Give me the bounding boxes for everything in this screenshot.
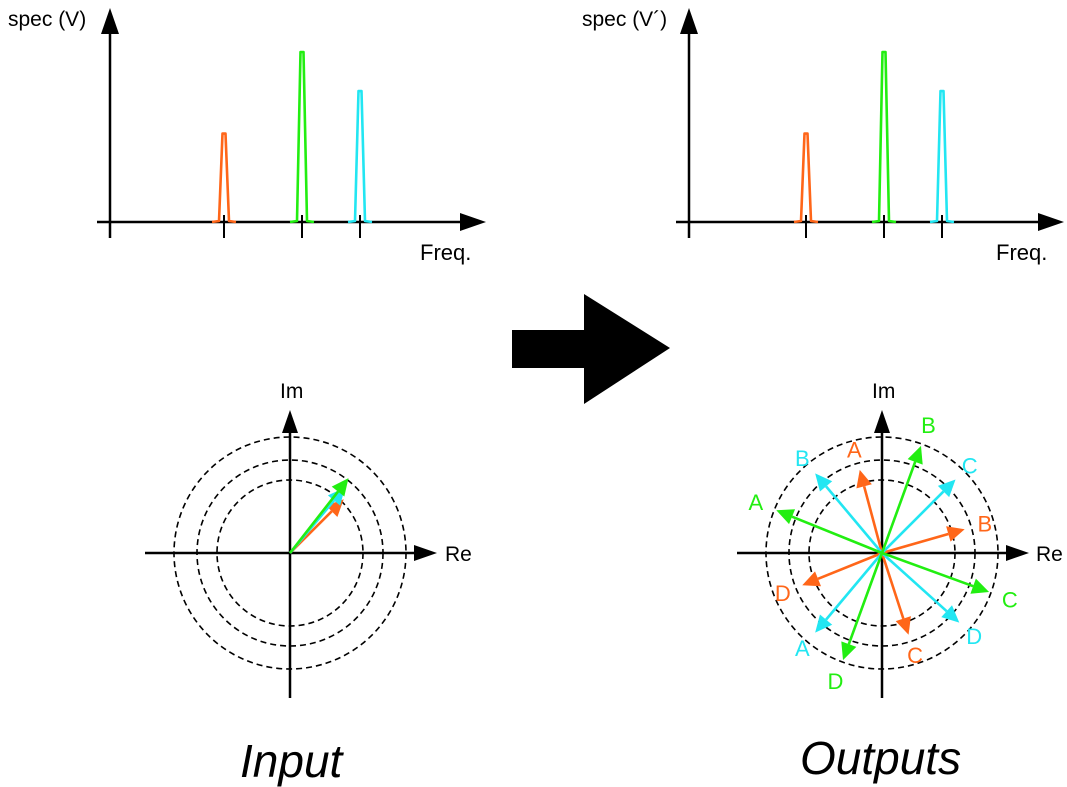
output-vector-orange-a-label: A: [847, 438, 862, 463]
output-vector-orange-c-head: [895, 616, 911, 635]
output-vector-cyan-c-head: [937, 479, 956, 498]
output-vector-green-a-head: [776, 509, 796, 525]
output-vector-cyan-a-head: [815, 614, 833, 633]
input-vector-green-head: [331, 478, 349, 497]
output-im-label: Im: [872, 380, 895, 403]
output-vector-cyan-a-label: A: [795, 636, 810, 661]
output-vector-green-b-head: [907, 445, 923, 465]
output-vector-orange-b-shaft: [881, 532, 949, 555]
output-vector-cyan-c-label: C: [962, 453, 978, 478]
input-vector-green-shaft: [288, 490, 340, 554]
spectrum-output-x-label: Freq.: [996, 240, 1047, 265]
output-vector-cyan-b-head: [815, 473, 833, 492]
output-vector-green-d-shaft: [847, 552, 884, 645]
spectrum-output-y-label: spec (V´): [582, 8, 667, 31]
spectrum-peak-green: [871, 50, 897, 224]
input-re-label: Re: [445, 543, 472, 566]
spectrum-input-x-label: Freq.: [420, 240, 471, 265]
output-re-arrowhead: [1006, 545, 1029, 561]
output-caption: Outputs: [800, 732, 961, 784]
spectrum-input-y-label: spec (V): [8, 8, 86, 31]
spectrum-peak-orange: [793, 132, 819, 224]
output-vector-green-a-label: A: [749, 490, 764, 515]
output-vector-cyan-b-shaft: [825, 485, 883, 554]
output-im-arrowhead: [874, 410, 890, 433]
spectrum-peak-green: [289, 50, 315, 224]
input-caption: Input: [240, 735, 345, 787]
output-vector-green-c-head: [970, 578, 990, 594]
spectrum-input-y-arrowhead: [101, 8, 119, 34]
spectrum-peak-cyan: [347, 89, 373, 224]
spectrum-output: spec (V´) Freq.: [582, 8, 1064, 265]
output-vector-cyan-d-label: D: [966, 624, 982, 649]
output-vector-orange-d-head: [802, 571, 822, 587]
output-vector-green-b-shaft: [880, 461, 917, 554]
output-vector-orange-c-shaft: [880, 552, 905, 620]
output-vector-green-c-label: C: [1002, 588, 1018, 613]
output-vector-green-a-shaft: [791, 515, 883, 555]
output-vector-green-d-head: [841, 641, 857, 661]
spectrum-output-y-arrowhead: [680, 8, 698, 34]
output-vector-green-d-label: D: [828, 669, 844, 694]
output-vector-green-c-shaft: [881, 551, 974, 588]
input-phasor-plot: Im Re Input: [145, 380, 472, 787]
output-re-label: Re: [1036, 543, 1063, 566]
output-vector-orange-b-label: B: [978, 512, 993, 537]
transform-arrow: [512, 294, 670, 404]
spectrum-peak-cyan: [929, 89, 955, 224]
output-vector-orange-b-head: [946, 526, 965, 542]
output-vector-cyan-b-label: B: [795, 446, 810, 471]
output-vector-cyan-a-shaft: [825, 552, 883, 621]
output-vector-cyan-d-shaft: [881, 552, 948, 613]
output-vector-orange-c-label: C: [907, 643, 923, 668]
spectrum-output-x-arrowhead: [1038, 213, 1064, 231]
spectrum-input-x-arrowhead: [460, 213, 486, 231]
spectrum-peak-orange: [211, 132, 237, 224]
output-vector-orange-d-shaft: [817, 551, 883, 581]
output-vector-orange-a-head: [856, 469, 872, 489]
input-im-arrowhead: [282, 410, 298, 433]
output-vector-cyan-c-shaft: [881, 490, 945, 554]
input-re-arrowhead: [414, 545, 437, 561]
output-vector-orange-d-label: D: [775, 581, 791, 606]
output-vector-orange-a-shaft: [862, 486, 884, 554]
input-im-label: Im: [280, 380, 303, 403]
output-vector-green-b-label: B: [921, 413, 936, 438]
output-vector-cyan-d-head: [941, 605, 960, 623]
spectrum-input: spec (V) Freq.: [8, 8, 486, 265]
